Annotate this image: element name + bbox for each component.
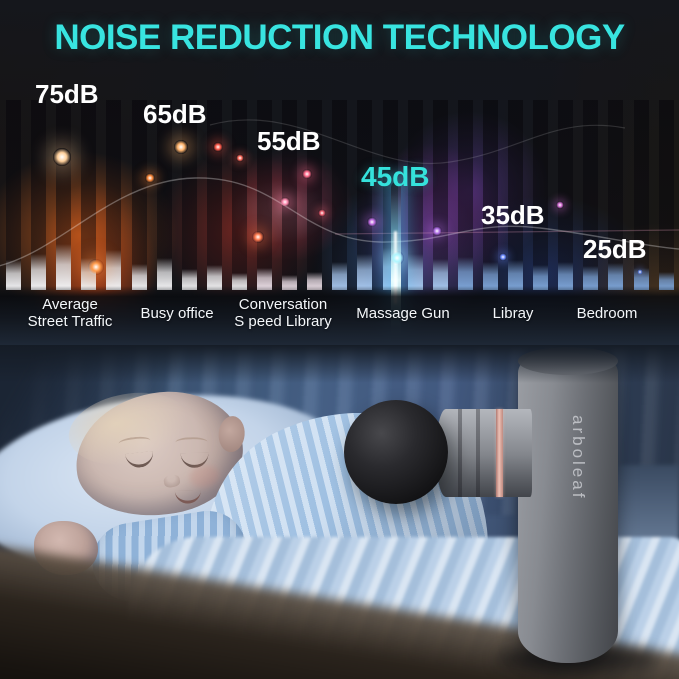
baby-eyebrow-right bbox=[175, 436, 208, 448]
eq-bar bbox=[81, 100, 97, 290]
eq-bar bbox=[231, 100, 247, 290]
eq-bar bbox=[31, 100, 47, 290]
category-label: Libray bbox=[492, 304, 534, 322]
eq-bar bbox=[156, 100, 172, 290]
category-labels-row: Average Street Traffic Busy office Conversa… bbox=[0, 294, 679, 334]
arm-groove-ring bbox=[476, 409, 480, 497]
eq-bar bbox=[106, 100, 122, 290]
eq-bar bbox=[633, 100, 649, 290]
eq-bar bbox=[206, 100, 222, 290]
eq-bar bbox=[533, 100, 549, 290]
db-label: 65dB bbox=[143, 99, 207, 129]
eq-bar bbox=[457, 100, 473, 290]
page-title: NOISE REDUCTION TECHNOLOGY bbox=[54, 18, 625, 57]
eq-bar bbox=[357, 100, 373, 290]
section-blend-gradient bbox=[0, 345, 679, 383]
db-label: 75dB bbox=[35, 79, 99, 109]
massage-gun-handle: arboleaf bbox=[518, 347, 618, 663]
db-label-highlight: 45dB bbox=[361, 161, 430, 192]
eq-bar bbox=[558, 100, 574, 290]
db-label: 55dB bbox=[257, 126, 321, 156]
arm-groove-ring bbox=[458, 409, 462, 497]
eq-bar bbox=[56, 100, 72, 290]
chart-floor-shadow bbox=[0, 286, 679, 345]
eq-bar bbox=[432, 100, 448, 290]
db-label: 35dB bbox=[481, 200, 545, 230]
eq-bar bbox=[608, 100, 624, 290]
category-label: Bedroom bbox=[576, 304, 638, 322]
eq-bar bbox=[307, 100, 323, 290]
db-label: 25dB bbox=[583, 234, 647, 264]
massage-gun-ball-head bbox=[344, 400, 448, 504]
noise-comparison-chart: NOISE REDUCTION TECHNOLOGY Average Street… bbox=[0, 0, 679, 345]
nursery-photo: arboleaf bbox=[0, 345, 679, 679]
brand-logo-text: arboleaf bbox=[569, 415, 588, 501]
massage-gun-arm bbox=[436, 409, 532, 497]
category-label: Conversation S peed Library bbox=[234, 296, 332, 330]
category-label: Massage Gun bbox=[356, 304, 450, 322]
eq-bar bbox=[583, 100, 599, 290]
equalizer bbox=[0, 100, 679, 290]
category-label: Busy office bbox=[140, 304, 214, 322]
eq-bar bbox=[6, 100, 21, 290]
eq-bar bbox=[482, 100, 498, 290]
eq-bar bbox=[407, 100, 423, 290]
eq-bar bbox=[508, 100, 523, 290]
eq-bar bbox=[332, 100, 348, 290]
eq-bar bbox=[131, 100, 147, 290]
category-label: Average Street Traffic bbox=[27, 296, 113, 330]
eq-bar bbox=[658, 100, 674, 290]
rose-gold-ring bbox=[496, 409, 503, 497]
